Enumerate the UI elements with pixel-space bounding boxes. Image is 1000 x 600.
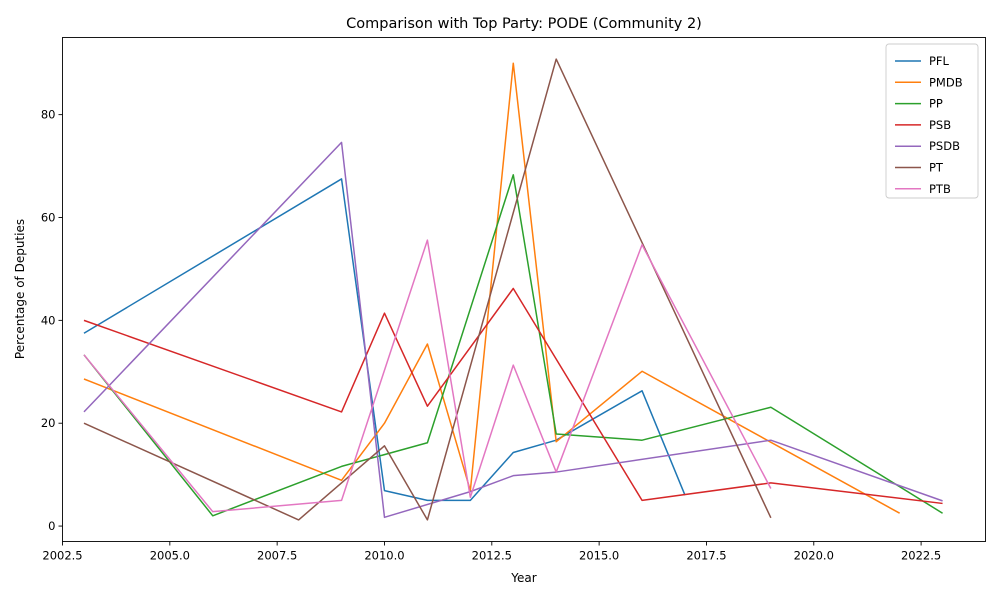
y-tick-label: 20 [41, 416, 56, 430]
x-tick-label: 2005.0 [150, 549, 190, 563]
chart-title: Comparison with Top Party: PODE (Communi… [346, 16, 702, 32]
x-tick-label: 2012.5 [472, 549, 512, 563]
x-axis-label: Year [510, 571, 536, 585]
series-line-pp [83, 174, 943, 517]
y-axis-label: Percentage of Deputies [13, 219, 27, 359]
x-tick-label: 2022.5 [901, 549, 941, 563]
y-tick-label: 40 [41, 313, 56, 327]
legend-label-pt: PT [929, 161, 944, 175]
x-axis-ticks: 2002.5 2005.0 2007.5 2010.0 2012.5 2015.0 2017… [42, 541, 941, 563]
legend-label-psb: PSB [929, 118, 951, 132]
x-tick-label: 2010.0 [364, 549, 404, 563]
series-line-pfl [83, 178, 686, 502]
series-lines [83, 58, 943, 521]
series-line-psb [83, 287, 943, 505]
series-line-pmdb [83, 62, 901, 514]
x-tick-label: 2015.0 [579, 549, 619, 563]
legend-label-ptb: PTB [929, 182, 951, 196]
series-line-pt [83, 58, 772, 521]
legend-label-pmdb: PMDB [929, 75, 963, 89]
axes-frame [62, 37, 986, 542]
series-line-ptb [83, 239, 772, 513]
legend-items: PFL PMDB PP PSB PSDB PT PTB [895, 54, 963, 196]
y-tick-label: 80 [41, 108, 56, 122]
x-tick-label: 2002.5 [42, 549, 82, 563]
legend-label-psdb: PSDB [929, 139, 960, 153]
y-axis-ticks: 0 20 40 60 80 [41, 108, 63, 533]
legend: PFL PMDB PP PSB PSDB PT PTB [885, 43, 979, 199]
legend-label-pfl: PFL [929, 54, 950, 68]
y-tick-label: 0 [48, 519, 55, 533]
series-line-psdb [83, 141, 943, 519]
y-tick-label: 60 [41, 211, 56, 225]
x-tick-label: 2017.5 [686, 549, 726, 563]
x-tick-label: 2007.5 [257, 549, 297, 563]
legend-label-pp: PP [929, 97, 943, 111]
plot-area: 2002.5 2005.0 2007.5 2010.0 2012.5 2015.0 2017… [41, 37, 986, 563]
x-tick-label: 2020.0 [794, 549, 834, 563]
